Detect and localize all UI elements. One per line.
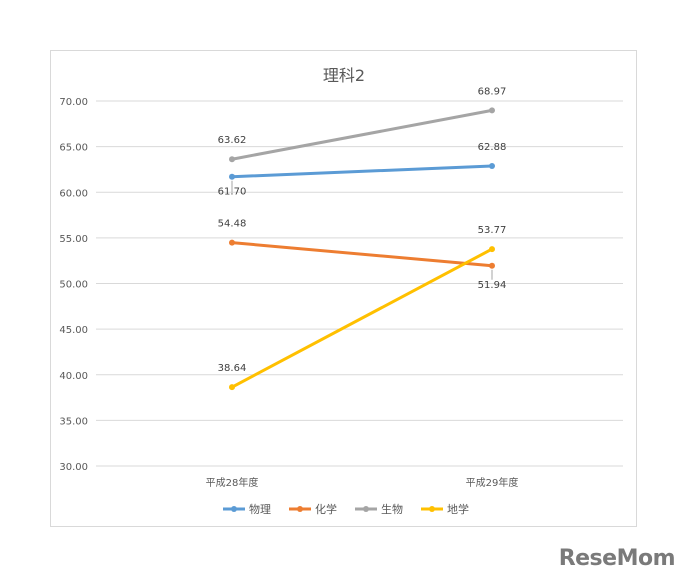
y-tick-label: 30.00	[59, 462, 88, 473]
y-tick-label: 50.00	[59, 280, 88, 291]
series-line-2	[230, 241, 494, 268]
series-line-3	[230, 108, 494, 161]
chart-frame: 理科2 30.00 35.00 40.00 45.00 50.00 55.00 60.00 6…	[50, 50, 637, 527]
data-point	[489, 262, 495, 269]
data-label: 51.94	[478, 280, 507, 291]
data-point	[229, 173, 235, 180]
series-group	[229, 107, 495, 391]
legend-label: 生物	[381, 502, 403, 516]
legend-label: 地学	[447, 502, 469, 516]
gridlines	[96, 100, 623, 467]
y-tick-label: 35.00	[59, 416, 88, 427]
y-tick-label: 45.00	[59, 325, 88, 336]
line-chart: 理科2 30.00 35.00 40.00 45.00 50.00 55.00 60.00 6…	[59, 66, 623, 516]
data-point	[229, 384, 235, 391]
resemom-logo: ReseMom	[558, 546, 676, 571]
legend-marker	[429, 506, 435, 512]
y-tick-label: 60.00	[59, 188, 88, 199]
data-point	[489, 162, 495, 169]
data-label: 62.88	[478, 142, 507, 153]
data-label: 63.62	[218, 135, 247, 146]
y-tick-label: 70.00	[59, 97, 88, 108]
x-axis: 平成28年度 平成29年度	[206, 476, 519, 489]
chart-title: 理科2	[323, 66, 365, 85]
legend-marker	[231, 506, 237, 512]
y-tick-label: 55.00	[59, 234, 88, 245]
data-label: 38.64	[218, 363, 247, 374]
y-axis: 30.00 35.00 40.00 45.00 50.00 55.00 60.00 65.00…	[59, 97, 88, 473]
data-point	[489, 107, 495, 114]
logo-text: ReseMom	[558, 546, 676, 571]
data-point	[229, 239, 235, 246]
legend: 物理 化学 生物 地学	[223, 502, 469, 516]
legend-label: 物理	[249, 502, 271, 516]
legend-marker	[297, 506, 303, 512]
series-line-4	[230, 247, 494, 389]
x-tick-label: 平成28年度	[206, 476, 259, 489]
data-label: 68.97	[478, 86, 507, 97]
legend-marker	[363, 506, 369, 512]
series-line-1	[230, 164, 494, 179]
data-label: 54.48	[218, 219, 247, 230]
legend-label: 化学	[315, 502, 337, 516]
data-point	[489, 246, 495, 253]
y-tick-label: 65.00	[59, 143, 88, 154]
y-tick-label: 40.00	[59, 371, 88, 382]
x-tick-label: 平成29年度	[466, 476, 519, 489]
data-point	[229, 156, 235, 163]
data-label: 53.77	[478, 225, 507, 236]
